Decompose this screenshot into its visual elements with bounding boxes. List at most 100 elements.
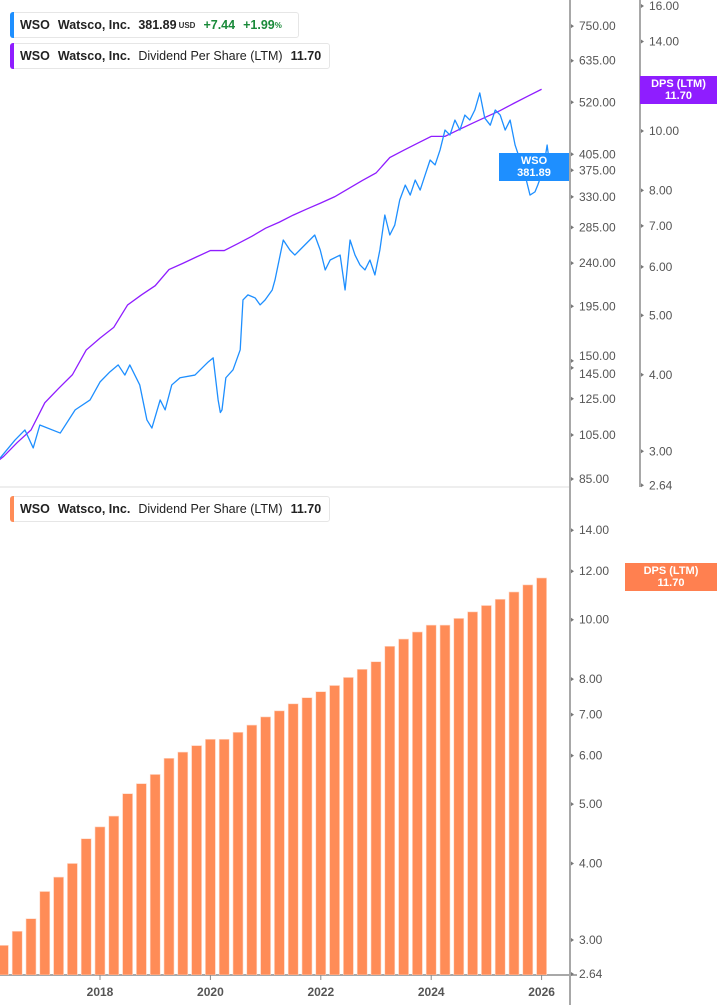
- bottom-axis-tick: 5.00: [579, 797, 603, 811]
- legend-value: 11.70: [290, 49, 322, 63]
- time-axis-tick: 2026: [528, 985, 555, 999]
- dps-bottom-tag-value: 11.70: [657, 577, 685, 589]
- dps-bar: [39, 891, 51, 975]
- price-axis-tick-mark: [571, 365, 574, 370]
- legend-color-bar: [10, 496, 14, 522]
- dps-bar: [177, 751, 189, 975]
- bottom-axis-tick-mark: [571, 569, 574, 574]
- legend-price[interactable]: WSO Watsco, Inc. 381.89 USD +7.44 +1.99%: [10, 12, 299, 38]
- dps-axis-tick: 6.00: [649, 260, 673, 274]
- price-axis-tick: 195.00: [579, 299, 616, 313]
- bottom-axis-tick: 7.00: [579, 708, 603, 722]
- legend-ticker: WSO: [20, 49, 50, 63]
- dps-bar: [11, 930, 23, 975]
- bottom-axis-tick-mark: [571, 677, 574, 682]
- price-axis-tick-mark: [571, 168, 574, 173]
- legend-color-bar: [10, 43, 14, 69]
- dps-axis-tick-mark: [641, 449, 644, 454]
- bottom-axis-tick: 2.64: [579, 967, 603, 981]
- dps-axis-tick: 14.00: [649, 35, 679, 49]
- price-tag-label: WSO: [520, 155, 548, 167]
- dps-bar: [329, 685, 340, 975]
- dps-bar: [149, 774, 161, 975]
- dps-axis-tick-mark: [641, 372, 644, 377]
- dps-axis-tick: 4.00: [649, 368, 673, 382]
- legend-dps-bottom[interactable]: WSO Watsco, Inc. Dividend Per Share (LTM…: [10, 496, 331, 522]
- dps-axis-tick: 8.00: [649, 183, 673, 197]
- dps-bar: [260, 716, 271, 975]
- time-axis-tick: 2022: [307, 985, 334, 999]
- dps-bar: [315, 691, 327, 975]
- price-axis-tick-mark: [571, 100, 574, 105]
- dps-bar: [412, 631, 423, 975]
- legend-color-bar: [10, 12, 14, 38]
- dps-axis-tick: 10.00: [649, 124, 679, 138]
- dps-top-tag-value: 11.70: [665, 90, 692, 102]
- dps-bar: [163, 757, 175, 975]
- dps-bar: [80, 838, 92, 975]
- legend-company: Watsco, Inc.: [57, 502, 131, 516]
- dps-bar: [274, 710, 285, 975]
- dps-bar: [439, 624, 451, 975]
- legend-change: +7.44: [203, 18, 236, 32]
- price-axis-tick: 125.00: [579, 392, 616, 406]
- time-axis-tick: 2018: [87, 985, 114, 999]
- dps-bar: [67, 863, 78, 975]
- dps-bar: [522, 584, 534, 975]
- dps-bar: [453, 618, 465, 975]
- dps-bar: [356, 669, 368, 975]
- legend-price-value: 381.89: [138, 18, 177, 32]
- dps-axis-tick: 3.00: [649, 444, 673, 458]
- dps-bar: [191, 745, 202, 975]
- dps-bar: [25, 918, 37, 975]
- legend-ticker: WSO: [20, 18, 50, 32]
- dps-axis-tick-mark: [641, 188, 644, 193]
- legend-change-pct: +1.99: [243, 18, 275, 32]
- dps-bar: [343, 677, 354, 975]
- dps-axis-tick-mark: [641, 129, 644, 134]
- dps-bar: [287, 703, 299, 975]
- dps-top-tag: DPS (LTM) 11.70: [640, 76, 717, 104]
- dps-bar: [536, 577, 547, 975]
- dps-bar: [232, 731, 244, 975]
- price-axis-tick-mark: [571, 24, 574, 29]
- price-axis-tick-mark: [571, 194, 574, 199]
- price-axis-tick: 405.00: [579, 147, 616, 161]
- price-axis-tick-mark: [571, 225, 574, 230]
- price-axis-tick: 330.00: [579, 190, 616, 204]
- dps-bar: [205, 738, 216, 975]
- dps-bar: [508, 591, 520, 975]
- price-axis-tick-mark: [571, 477, 574, 481]
- price-tag-value: 381.89: [517, 167, 551, 179]
- dps-axis-tick: 5.00: [649, 308, 673, 322]
- price-axis-tick-mark: [571, 152, 574, 157]
- price-axis-tick: 85.00: [579, 472, 609, 486]
- dps-bar: [370, 661, 382, 975]
- time-axis-tick: 2024: [418, 985, 445, 999]
- dps-bar: [301, 697, 313, 975]
- bottom-axis-tick-mark: [571, 861, 574, 866]
- dps-line: [0, 88, 542, 461]
- price-axis-tick-mark: [571, 58, 574, 63]
- price-axis-tick-mark: [571, 433, 574, 438]
- price-axis-tick-mark: [571, 396, 574, 401]
- time-axis-tick: 2020: [197, 985, 224, 999]
- price-axis-tick-mark: [571, 304, 574, 309]
- dps-axis-tick-mark: [641, 39, 644, 44]
- dps-bar: [425, 624, 437, 975]
- price-line: [0, 92, 551, 459]
- price-axis-tick-mark: [571, 358, 574, 363]
- bottom-axis-tick: 10.00: [579, 613, 609, 627]
- bottom-axis-tick-mark: [571, 712, 574, 717]
- bottom-axis-tick-mark: [571, 972, 574, 977]
- legend-ticker: WSO: [20, 502, 50, 516]
- bottom-axis-tick-mark: [571, 528, 574, 533]
- bottom-axis-tick-mark: [571, 938, 574, 942]
- dps-axis-tick-mark: [641, 483, 644, 488]
- bottom-axis-tick-mark: [571, 802, 574, 807]
- price-tag: WSO 381.89: [499, 153, 569, 181]
- bottom-axis-tick: 14.00: [579, 523, 609, 537]
- dps-bottom-tag-label: DPS (LTM): [643, 565, 699, 577]
- legend-dps-top[interactable]: WSO Watsco, Inc. Dividend Per Share (LTM…: [10, 43, 331, 69]
- dps-bar: [108, 815, 120, 975]
